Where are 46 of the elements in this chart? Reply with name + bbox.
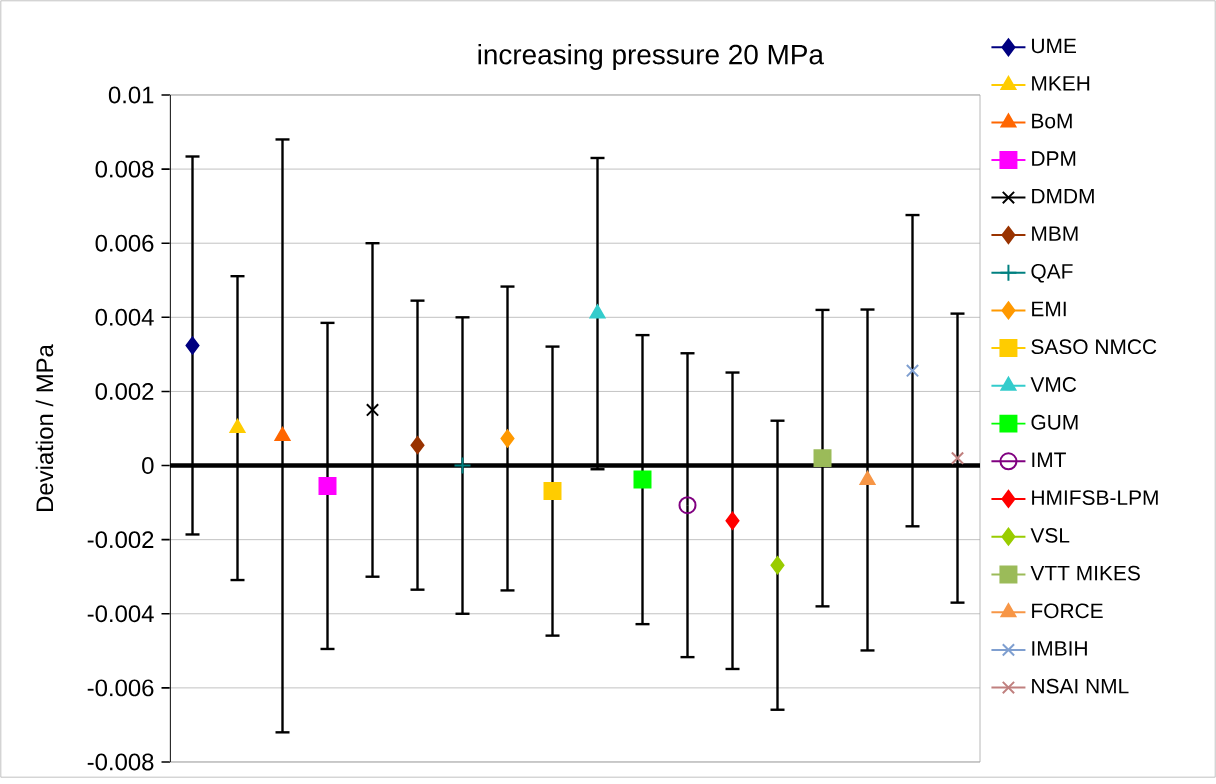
legend-label: HMIFSB-LPM bbox=[1032, 490, 1158, 505]
point bbox=[318, 476, 337, 495]
legend-label: QAF bbox=[1031, 263, 1073, 283]
legend-label: BoM bbox=[1032, 113, 1072, 129]
legend-label: SASO NMCC bbox=[1031, 339, 1157, 355]
point bbox=[950, 451, 965, 465]
legend-label: DPM bbox=[1032, 151, 1076, 166]
legend-label: NSAI NML bbox=[1032, 678, 1129, 694]
y-tick-label: -0.004 bbox=[87, 605, 154, 623]
legend-label: MBM bbox=[1032, 226, 1078, 241]
y-axis-title: Deviation / MPa bbox=[35, 344, 54, 511]
legend-label: VTT MIKES bbox=[1030, 565, 1140, 581]
legend-label: VSL bbox=[1030, 527, 1070, 543]
legend-label: IMBIH bbox=[1032, 641, 1087, 656]
point bbox=[229, 419, 246, 434]
point bbox=[500, 429, 515, 448]
y-tick-label: 0.006 bbox=[95, 234, 154, 252]
y-tick-label: 0 bbox=[142, 457, 154, 474]
y-tick-label: 0.002 bbox=[95, 382, 154, 400]
legend-label: MKEH bbox=[1032, 76, 1090, 91]
legend-label: DMDM bbox=[1032, 188, 1094, 204]
legend-label: FORCE bbox=[1032, 603, 1103, 619]
legend-label: GUM bbox=[1031, 414, 1078, 430]
point bbox=[678, 496, 697, 515]
y-tick-label: 0.01 bbox=[108, 86, 154, 104]
point bbox=[813, 449, 832, 468]
point bbox=[770, 556, 785, 575]
point bbox=[905, 363, 920, 378]
point bbox=[453, 456, 472, 475]
point bbox=[633, 470, 652, 489]
point bbox=[725, 511, 740, 530]
point bbox=[185, 336, 200, 355]
y-tick-label: 0.008 bbox=[95, 160, 154, 178]
y-tick-label: -0.006 bbox=[87, 679, 154, 697]
chart-title: increasing pressure 20 MPa bbox=[478, 43, 824, 70]
y-tick-label: -0.008 bbox=[87, 753, 154, 771]
legend-label: EMI bbox=[1032, 301, 1066, 317]
point bbox=[410, 436, 425, 455]
legend-label: IMT bbox=[1032, 452, 1066, 467]
legend-label: VMC bbox=[1030, 377, 1077, 392]
y-tick-label: 0.004 bbox=[95, 308, 154, 326]
legend-label: UME bbox=[1032, 38, 1076, 54]
point bbox=[365, 403, 380, 417]
point bbox=[543, 482, 562, 501]
y-tick-label: -0.002 bbox=[87, 531, 154, 549]
point bbox=[589, 304, 606, 319]
